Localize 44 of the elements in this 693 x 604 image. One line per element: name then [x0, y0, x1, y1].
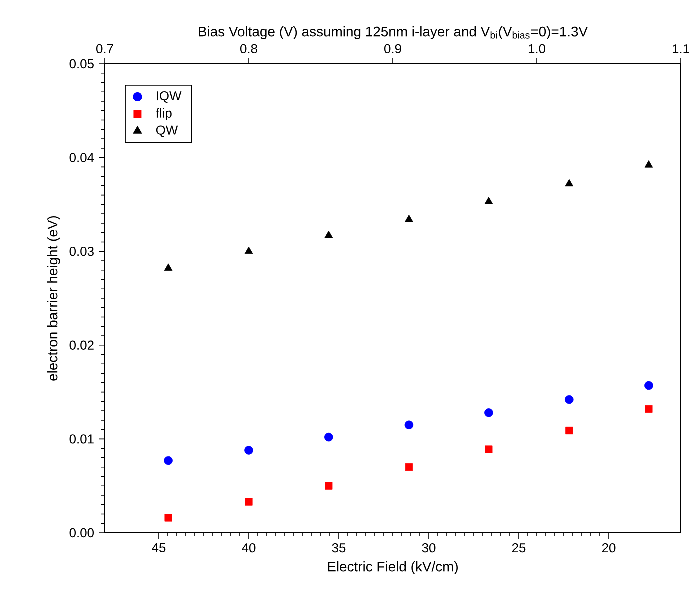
y-tick-label: 0.02	[70, 340, 94, 350]
point	[565, 395, 574, 404]
x2-tick-label: 1.0	[528, 44, 546, 54]
legend-label: QW	[156, 126, 178, 138]
point	[644, 381, 654, 390]
x-tick-label: 40	[242, 543, 256, 553]
x-tick-label: 25	[512, 543, 526, 553]
y-tick-label: 0.04	[70, 153, 94, 162]
point	[566, 426, 574, 435]
x-tick-label: 35	[332, 543, 346, 553]
x2-tick-label: 0.8	[240, 44, 258, 54]
y-tick-label: 0.03	[70, 247, 94, 256]
point	[485, 446, 493, 454]
point	[645, 405, 653, 413]
x2-tick-label: 0.9	[384, 44, 402, 54]
point	[244, 446, 254, 455]
point	[644, 160, 654, 168]
x2-tick-label: 0.7	[96, 44, 114, 54]
x-tick-label: 45	[152, 543, 166, 553]
point	[164, 456, 173, 466]
legend-label: IQW	[157, 91, 182, 103]
y-tick-label: 0.05	[70, 59, 94, 69]
y-axis-title: electron barrier height (eV)	[47, 216, 60, 381]
point	[325, 482, 333, 490]
point	[405, 464, 413, 472]
legend-label: flip	[156, 108, 172, 121]
point	[245, 498, 253, 506]
x-tick-label: 20	[602, 543, 616, 553]
point	[324, 432, 334, 442]
point	[324, 230, 334, 238]
x2-axis-title: Bias Voltage (V) assuming 125nm i-layer and V$_{bi}$(V$_{bias}$=0)=1.3V	[199, 26, 588, 40]
point	[484, 408, 494, 418]
point	[565, 179, 574, 187]
x-tick-label: 30	[422, 543, 436, 553]
x-axis-title: Electric Field (kV/cm)	[328, 561, 458, 574]
point	[405, 214, 414, 222]
y-tick-label: 0.01	[70, 434, 94, 444]
y-tick-label: 0.00	[70, 528, 94, 538]
point	[164, 514, 172, 522]
point	[244, 246, 254, 254]
point	[164, 264, 173, 271]
x2-tick-label: 1.1	[672, 44, 690, 54]
point	[484, 197, 494, 204]
point	[404, 420, 414, 430]
